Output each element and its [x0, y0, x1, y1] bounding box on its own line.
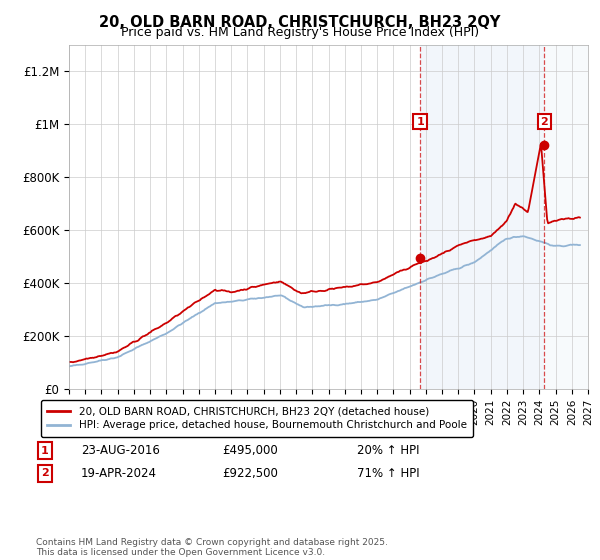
Text: 19-APR-2024: 19-APR-2024 [81, 466, 157, 480]
Legend: 20, OLD BARN ROAD, CHRISTCHURCH, BH23 2QY (detached house), HPI: Average price, : 20, OLD BARN ROAD, CHRISTCHURCH, BH23 2Q… [41, 400, 473, 437]
Text: 1: 1 [41, 446, 49, 456]
Bar [544, 45, 588, 389]
Text: £495,000: £495,000 [222, 444, 278, 458]
Text: 23-AUG-2016: 23-AUG-2016 [81, 444, 160, 458]
Bar [420, 45, 544, 389]
Text: Contains HM Land Registry data © Crown copyright and database right 2025.
This d: Contains HM Land Registry data © Crown c… [36, 538, 388, 557]
Text: £922,500: £922,500 [222, 466, 278, 480]
Text: 1: 1 [416, 116, 424, 127]
Text: 2: 2 [541, 116, 548, 127]
Text: 20% ↑ HPI: 20% ↑ HPI [357, 444, 419, 458]
Bar [544, 45, 588, 389]
Text: 20, OLD BARN ROAD, CHRISTCHURCH, BH23 2QY: 20, OLD BARN ROAD, CHRISTCHURCH, BH23 2Q… [100, 15, 500, 30]
Text: Price paid vs. HM Land Registry's House Price Index (HPI): Price paid vs. HM Land Registry's House … [121, 26, 479, 39]
Text: 71% ↑ HPI: 71% ↑ HPI [357, 466, 419, 480]
Text: 2: 2 [41, 468, 49, 478]
